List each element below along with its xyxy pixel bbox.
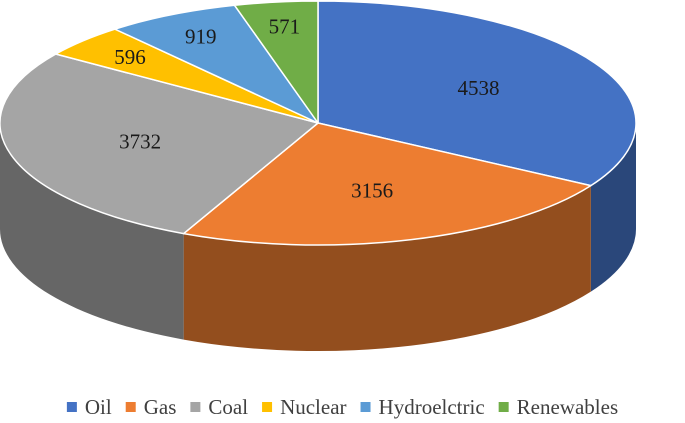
legend-swatch-hydroelctric <box>360 402 371 412</box>
pie-slices <box>0 0 637 246</box>
legend-label-oil: Oil <box>85 395 112 419</box>
legend-swatch-renewables <box>498 402 509 412</box>
legend-item-hydroelctric: Hydroelctric <box>360 395 485 419</box>
pie-slice-hydroelctric <box>114 4 319 124</box>
pie-slice-gas <box>182 122 592 246</box>
data-label-coal: 3732 <box>119 130 161 154</box>
pie-side-coal <box>0 123 184 340</box>
legend-swatch-nuclear <box>262 402 273 412</box>
pie-slice-renewables <box>233 0 319 124</box>
pie-slice-oil <box>317 0 637 187</box>
data-label-gas: 3156 <box>351 179 393 203</box>
legend-label-coal: Coal <box>208 395 248 419</box>
legend-label-nuclear: Nuclear <box>280 395 346 419</box>
legend-item-oil: Oil <box>66 395 112 419</box>
legend-label-renewables: Renewables <box>517 395 618 419</box>
pie-sides <box>0 123 636 351</box>
data-label-oil: 4538 <box>457 76 499 100</box>
legend-item-nuclear: Nuclear <box>262 395 347 419</box>
data-label-nuclear: 596 <box>114 45 146 69</box>
legend-label-hydroelctric: Hydroelctric <box>379 395 485 419</box>
legend: Oil Gas Coal Nuclear Hydroelctric Renewables <box>66 395 618 419</box>
data-label-renewables: 571 <box>269 14 301 38</box>
data-label-hydroelctric: 919 <box>185 24 217 48</box>
pie-side-gas <box>183 185 591 351</box>
legend-swatch-coal <box>190 402 201 412</box>
legend-swatch-gas <box>125 402 136 412</box>
legend-item-renewables: Renewables <box>498 395 618 419</box>
legend-item-gas: Gas <box>125 395 177 419</box>
legend-swatch-oil <box>66 402 77 412</box>
legend-label-gas: Gas <box>144 395 177 419</box>
legend-item-coal: Coal <box>190 395 248 419</box>
data-labels: 4538 3156 3732 596 919 571 <box>114 14 499 202</box>
pie-side-oil <box>590 123 636 292</box>
pie-slice-coal <box>0 53 319 235</box>
